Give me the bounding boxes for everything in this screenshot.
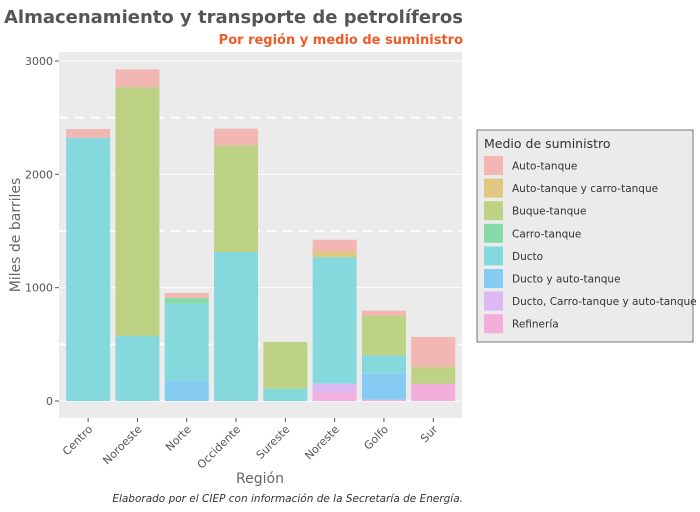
bar-segment: [361, 355, 406, 374]
x-tick-label: Sur: [418, 423, 441, 446]
chart-title: Almacenamiento y transporte de petrolífe…: [4, 7, 463, 28]
legend-swatch: [484, 201, 503, 221]
legend-swatch: [484, 178, 503, 198]
legend-label: Ducto y auto-tanque: [512, 274, 621, 286]
legend-swatch: [484, 156, 503, 175]
y-tick-label: 3000: [25, 55, 53, 68]
x-tick-label: Norte: [163, 423, 194, 454]
bar-segment: [312, 383, 357, 393]
bar-segment: [164, 292, 209, 298]
legend-label: Auto-tanque: [512, 161, 577, 173]
legend-label: Ducto: [512, 251, 543, 263]
bar-segment: [361, 310, 406, 316]
bar-segment: [312, 239, 357, 252]
y-tick-label: 2000: [25, 168, 53, 181]
legend-item: Auto-tanque: [484, 156, 577, 175]
legend-swatch: [484, 223, 503, 243]
bar-segment: [66, 137, 111, 401]
bar-segment: [115, 336, 160, 401]
bar-segment: [361, 315, 406, 356]
legend: Medio de suministro Auto-tanque Auto-tanq…: [476, 129, 697, 343]
bar-segment: [214, 128, 259, 146]
legend-swatch: [484, 314, 503, 334]
caption: Elaborado por el CIEP con información de…: [112, 493, 463, 505]
bar-segment: [263, 388, 308, 401]
bar-segment: [263, 341, 308, 389]
legend-label: Buque-tanque: [512, 206, 586, 218]
legend-item: Carro-tanque: [484, 223, 581, 243]
legend-swatch: [484, 291, 503, 311]
bar-segment: [66, 129, 111, 138]
x-tick-label: Golfo: [361, 423, 391, 453]
bar-segment: [115, 69, 160, 88]
bar-segment: [312, 251, 357, 258]
bar-segment: [361, 373, 406, 400]
y-axis-label: Miles de barriles: [8, 178, 24, 293]
bar-segment: [115, 87, 160, 337]
legend-title: Medio de suministro: [484, 136, 611, 151]
legend-item: Ducto: [484, 246, 543, 266]
legend-label: Ducto, Carro-tanque y auto-tanque: [512, 296, 697, 308]
bar-segment: [164, 303, 209, 382]
legend-item: Ducto y auto-tanque: [484, 269, 621, 288]
legend-item: Auto-tanque y carro-tanque: [484, 178, 658, 198]
chart-subtitle: Por región y medio de suministro: [219, 33, 463, 48]
bar-segment: [361, 399, 406, 401]
bar-segment: [312, 392, 357, 401]
x-tick-label: Centro: [60, 423, 95, 458]
y-tick-label: 1000: [25, 282, 53, 295]
bar-segment: [214, 145, 259, 252]
legend-label: Refinería: [512, 319, 559, 331]
legend-swatch: [484, 269, 503, 288]
legend-swatch: [484, 246, 503, 266]
x-tick-label: Noreste: [302, 423, 342, 463]
legend-item: Ducto, Carro-tanque y auto-tanque: [484, 291, 697, 311]
bar-segment: [411, 336, 456, 367]
legend-item: Buque-tanque: [484, 201, 586, 221]
legend-item: Refinería: [484, 314, 559, 334]
x-tick-label: Sureste: [254, 423, 293, 462]
x-tick-label: Noroeste: [100, 423, 144, 467]
bar-segment: [164, 381, 209, 401]
y-tick-label: 0: [46, 395, 53, 408]
bar-segment: [164, 297, 209, 304]
x-axis-label: Región: [236, 471, 284, 487]
bar-segment: [312, 257, 357, 384]
bar-segment: [411, 367, 456, 384]
bar-segment: [411, 383, 456, 401]
legend-label: Carro-tanque: [512, 228, 581, 240]
legend-label: Auto-tanque y carro-tanque: [512, 183, 658, 195]
bar-segment: [214, 251, 259, 401]
x-tick-label: Occidente: [195, 423, 244, 472]
